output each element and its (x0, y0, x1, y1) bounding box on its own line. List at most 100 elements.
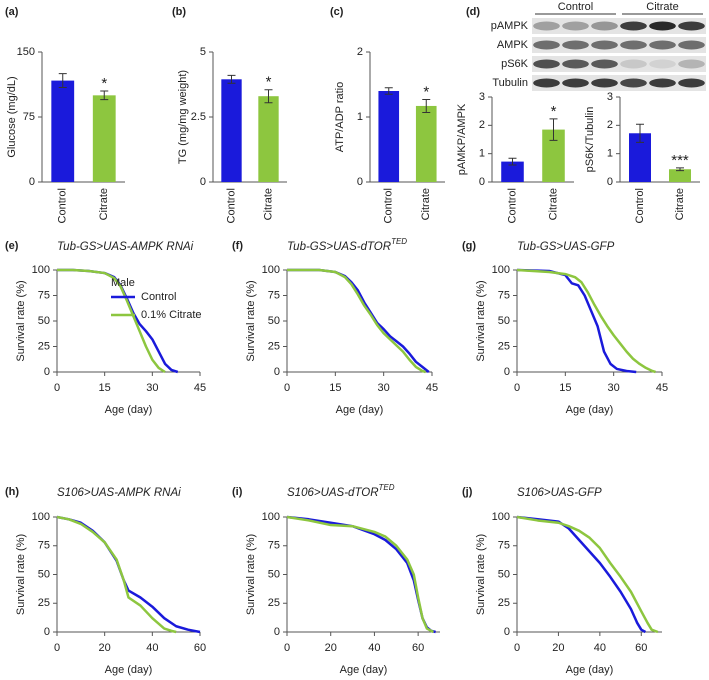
bar (415, 105, 437, 182)
panel-title-text: S106>UAS-dTOR (287, 487, 379, 499)
x-axis-title: Age (day) (105, 404, 153, 416)
panel-title: Tub-GS>UAS-dTORTED (287, 237, 407, 253)
panel-label: (i) (232, 486, 243, 498)
blot-band (562, 59, 589, 69)
error-bar (422, 98, 431, 113)
y-tick-label: 3 (479, 91, 485, 103)
x-axis-title: Age (day) (105, 664, 153, 676)
panel-label: (h) (5, 486, 19, 498)
y-tick-label: 25 (268, 340, 280, 352)
x-tick-label: 15 (329, 382, 341, 394)
panel-label: (d) (466, 6, 480, 18)
x-tick-label: Control (57, 188, 69, 223)
y-tick-label: 0 (274, 366, 280, 378)
panel-title: S106>UAS-GFP (517, 487, 602, 499)
x-tick-label: 60 (412, 642, 424, 654)
error-bar (264, 89, 273, 104)
y-axis-title: Survival rate (%) (245, 534, 257, 615)
blot-band (678, 21, 705, 31)
blot-row-label: pS6K (501, 58, 529, 70)
y-tick-label: 0 (29, 176, 35, 188)
panel-title: Tub-GS>UAS-AMPK RNAi (57, 241, 194, 253)
legend-label: 0.1% Citrate (141, 309, 202, 321)
panel-title-text: Tub-GS>UAS-GFP (517, 241, 615, 253)
x-tick-label: 15 (559, 382, 571, 394)
annotation: * (423, 83, 429, 100)
bar (669, 169, 691, 182)
blot-band (533, 21, 560, 31)
y-tick-label: 2 (479, 119, 485, 131)
y-tick-label: 50 (268, 315, 280, 327)
y-tick-label: 0 (504, 366, 510, 378)
error-bar (676, 167, 684, 172)
x-axis-title: Age (day) (336, 404, 384, 416)
y-tick-label: 0 (504, 626, 510, 638)
x-tick-label: Citrate (98, 188, 110, 220)
error-bar (227, 74, 236, 84)
panel-title-text: S106>UAS-GFP (517, 487, 602, 499)
panel-label: (j) (462, 486, 473, 498)
panel-label: (a) (5, 6, 19, 18)
blot-band (562, 78, 589, 88)
error-bar (508, 157, 517, 166)
blot-band (649, 21, 676, 31)
y-tick-label: 50 (268, 568, 280, 580)
y-tick-label: 1 (357, 111, 363, 123)
x-tick-label: Citrate (262, 188, 274, 220)
x-tick-label: Control (634, 188, 646, 223)
blot-group-label: Control (558, 1, 593, 13)
y-tick-label: 0 (44, 626, 50, 638)
blot-band (678, 40, 705, 50)
blot-band (533, 40, 560, 50)
x-axis-title: Age (day) (340, 664, 388, 676)
blot-band (591, 40, 618, 50)
blot-band (533, 78, 560, 88)
x-tick-label: 0 (514, 382, 520, 394)
x-tick-label: 40 (594, 642, 606, 654)
y-tick-label: 75 (38, 540, 50, 552)
x-tick-label: 20 (99, 642, 111, 654)
error-bar (636, 123, 644, 143)
panel-label: (b) (172, 6, 186, 18)
error-bar (58, 73, 67, 89)
x-tick-label: 30 (608, 382, 620, 394)
x-tick-label: 45 (194, 382, 206, 394)
y-tick-label: 2 (607, 119, 613, 131)
y-axis-title: pAMKP/AMPK (456, 103, 468, 175)
panel-title-text: S106>UAS-AMPK RNAi (57, 487, 181, 499)
error-bar (100, 90, 109, 101)
blot-band (562, 21, 589, 31)
y-tick-label: 100 (492, 511, 510, 523)
blot-band (620, 59, 647, 69)
bar (51, 80, 75, 182)
y-tick-label: 75 (23, 111, 35, 123)
x-tick-label: 45 (426, 382, 438, 394)
blot-row-label: pAMPK (491, 20, 529, 32)
survival-line (516, 515, 659, 634)
y-tick-label: 1 (607, 148, 613, 160)
panel-title-sup: TED (391, 237, 407, 246)
x-tick-label: 40 (368, 642, 380, 654)
y-axis-title: Survival rate (%) (15, 280, 27, 361)
x-tick-label: Citrate (547, 188, 559, 220)
x-tick-label: 0 (54, 382, 60, 394)
y-tick-label: 100 (262, 511, 280, 523)
y-tick-label: 0 (357, 176, 363, 188)
panel-title: Tub-GS>UAS-GFP (517, 241, 615, 253)
y-tick-label: 5 (200, 46, 206, 58)
x-tick-label: 45 (656, 382, 668, 394)
y-tick-label: 0 (607, 176, 613, 188)
x-tick-label: 60 (635, 642, 647, 654)
y-tick-label: 75 (38, 289, 50, 301)
y-tick-label: 25 (498, 597, 510, 609)
y-axis-title: ATP/ADP ratio (334, 82, 346, 153)
bar (221, 79, 242, 182)
annotation: * (266, 74, 272, 91)
x-tick-label: 20 (325, 642, 337, 654)
error-bar (549, 118, 558, 141)
y-axis-title: Survival rate (%) (475, 534, 487, 615)
y-tick-label: 50 (38, 568, 50, 580)
blot-band (620, 21, 647, 31)
survival-line (286, 515, 435, 634)
y-tick-label: 2.5 (191, 111, 206, 123)
